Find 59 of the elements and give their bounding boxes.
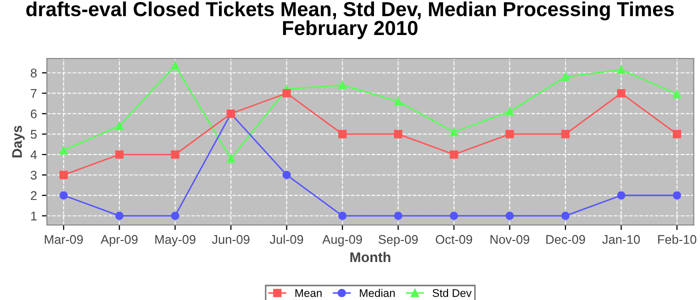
y-tick-label: 8 <box>30 68 37 78</box>
x-tick-label: Feb-10 <box>658 234 696 244</box>
y-tick-label: 1 <box>31 212 37 220</box>
point <box>450 150 458 159</box>
point <box>226 154 236 163</box>
point <box>617 191 626 200</box>
point <box>394 97 402 106</box>
point <box>282 170 291 180</box>
point <box>672 191 682 200</box>
legend-label: Median <box>360 288 395 297</box>
point <box>450 128 458 136</box>
y-axis-title: Days <box>12 126 25 158</box>
x-tick-label: Jan-10 <box>602 235 640 244</box>
point <box>115 122 124 130</box>
point <box>394 212 402 220</box>
legend-label: Mean <box>295 289 322 297</box>
x-tick-label: Nov-09 <box>490 235 530 244</box>
x-tick-label: Jul-09 <box>270 234 304 244</box>
point <box>338 130 347 138</box>
point <box>282 89 291 98</box>
point <box>506 212 514 220</box>
x-tick-label: Aug-09 <box>322 235 362 246</box>
point <box>394 130 402 138</box>
point <box>59 146 68 155</box>
point <box>450 212 458 220</box>
point <box>338 80 347 90</box>
x-tick-label: Oct-09 <box>436 235 472 244</box>
point <box>617 66 626 74</box>
point <box>59 191 68 200</box>
point <box>561 212 570 220</box>
y-tick-label: 3 <box>30 170 37 180</box>
x-tick-label: May-09 <box>155 235 196 246</box>
x-tick-label: Sep-09 <box>378 235 418 246</box>
point <box>170 61 180 70</box>
point <box>59 170 68 180</box>
point <box>672 130 682 138</box>
point <box>561 72 570 82</box>
legend-label: Std Dev <box>432 288 472 297</box>
x-tick-label: Dec-09 <box>546 235 586 244</box>
point <box>617 89 626 98</box>
x-axis-title: Month <box>350 252 390 262</box>
y-tick-label: 6 <box>30 109 37 118</box>
point <box>170 212 180 220</box>
point <box>338 212 347 220</box>
y-tick-label: 4 <box>30 150 37 160</box>
point <box>115 212 124 220</box>
x-tick-label: Jun-09 <box>212 235 250 244</box>
point <box>672 90 682 98</box>
chart-title: drafts-eval Closed Tickets Mean, Std Dev, Median Processing Times February 2010 <box>26 2 674 40</box>
point <box>561 130 570 138</box>
point <box>506 130 514 138</box>
x-tick-label: Mar-09 <box>44 235 83 244</box>
y-tick-label: 5 <box>30 130 37 139</box>
x-tick-label: Apr-09 <box>100 235 138 246</box>
point <box>170 150 180 159</box>
y-tick-label: 7 <box>30 89 37 98</box>
point <box>115 150 124 159</box>
y-tick-label: 2 <box>30 191 37 200</box>
point <box>506 107 514 116</box>
